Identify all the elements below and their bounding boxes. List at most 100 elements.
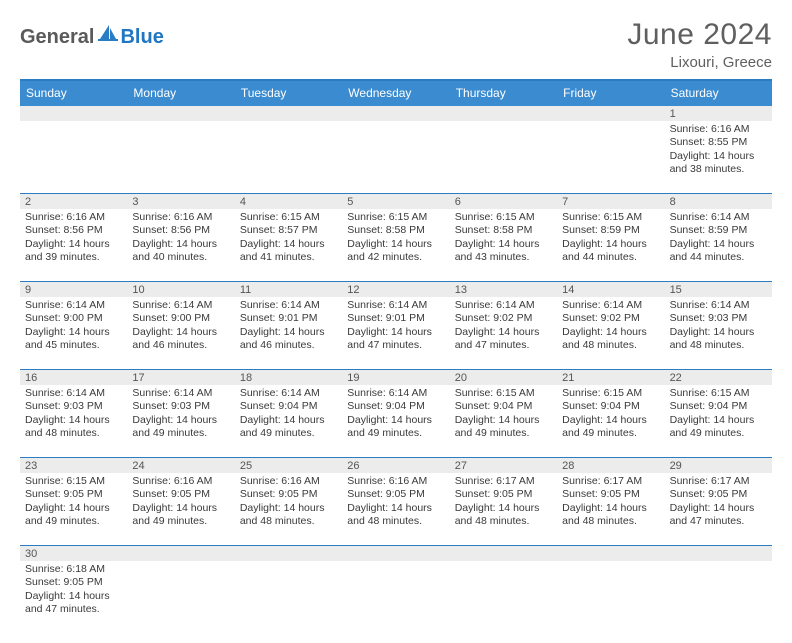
- week-row: Sunrise: 6:14 AMSunset: 9:03 PMDaylight:…: [20, 385, 772, 458]
- day-cell: Sunrise: 6:17 AMSunset: 9:05 PMDaylight:…: [665, 473, 772, 545]
- daylight-text-2: and 48 minutes.: [562, 515, 660, 528]
- day-number: 9: [20, 282, 127, 297]
- day-number-row: 30: [20, 546, 772, 561]
- day-cell: [20, 121, 127, 193]
- daylight-text-1: Daylight: 14 hours: [240, 238, 338, 251]
- day-number: [557, 106, 664, 121]
- sunrise-text: Sunrise: 6:14 AM: [670, 299, 768, 312]
- sunrise-text: Sunrise: 6:15 AM: [455, 211, 553, 224]
- sunrise-text: Sunrise: 6:14 AM: [347, 387, 445, 400]
- daylight-text-1: Daylight: 14 hours: [347, 414, 445, 427]
- daylight-text-2: and 48 minutes.: [347, 515, 445, 528]
- day-cell: Sunrise: 6:15 AMSunset: 9:04 PMDaylight:…: [665, 385, 772, 457]
- daylight-text-1: Daylight: 14 hours: [25, 238, 123, 251]
- day-number: 14: [557, 282, 664, 297]
- daylight-text-1: Daylight: 14 hours: [562, 502, 660, 515]
- sunset-text: Sunset: 8:58 PM: [455, 224, 553, 237]
- day-number: [450, 546, 557, 561]
- day-number: 22: [665, 370, 772, 385]
- day-number: 7: [557, 194, 664, 209]
- sunrise-text: Sunrise: 6:14 AM: [670, 211, 768, 224]
- day-number: 21: [557, 370, 664, 385]
- daylight-text-1: Daylight: 14 hours: [670, 502, 768, 515]
- daylight-text-1: Daylight: 14 hours: [240, 502, 338, 515]
- sunrise-text: Sunrise: 6:14 AM: [240, 299, 338, 312]
- daylight-text-1: Daylight: 14 hours: [132, 414, 230, 427]
- day-cell: Sunrise: 6:14 AMSunset: 8:59 PMDaylight:…: [665, 209, 772, 281]
- day-cell: Sunrise: 6:14 AMSunset: 9:04 PMDaylight:…: [235, 385, 342, 457]
- daylight-text-2: and 49 minutes.: [240, 427, 338, 440]
- sunset-text: Sunset: 9:04 PM: [240, 400, 338, 413]
- sunrise-text: Sunrise: 6:17 AM: [455, 475, 553, 488]
- day-number: 2: [20, 194, 127, 209]
- day-number: 10: [127, 282, 234, 297]
- daylight-text-1: Daylight: 14 hours: [562, 238, 660, 251]
- title-location: Lixouri, Greece: [627, 54, 772, 71]
- day-number: [127, 106, 234, 121]
- day-cell: Sunrise: 6:16 AMSunset: 9:05 PMDaylight:…: [127, 473, 234, 545]
- sunrise-text: Sunrise: 6:14 AM: [132, 299, 230, 312]
- daylight-text-2: and 48 minutes.: [25, 427, 123, 440]
- daylight-text-1: Daylight: 14 hours: [347, 502, 445, 515]
- daylight-text-2: and 44 minutes.: [670, 251, 768, 264]
- daylight-text-1: Daylight: 14 hours: [25, 502, 123, 515]
- daylight-text-1: Daylight: 14 hours: [455, 238, 553, 251]
- day-cell: Sunrise: 6:15 AMSunset: 8:58 PMDaylight:…: [342, 209, 449, 281]
- day-number: 1: [665, 106, 772, 121]
- daylight-text-1: Daylight: 14 hours: [670, 150, 768, 163]
- sunset-text: Sunset: 8:57 PM: [240, 224, 338, 237]
- sunset-text: Sunset: 9:05 PM: [240, 488, 338, 501]
- sunrise-text: Sunrise: 6:15 AM: [562, 211, 660, 224]
- sunset-text: Sunset: 9:02 PM: [562, 312, 660, 325]
- daylight-text-2: and 47 minutes.: [347, 339, 445, 352]
- day-cell: Sunrise: 6:14 AMSunset: 9:03 PMDaylight:…: [20, 385, 127, 457]
- day-number: 5: [342, 194, 449, 209]
- daylight-text-1: Daylight: 14 hours: [670, 326, 768, 339]
- daylight-text-1: Daylight: 14 hours: [347, 326, 445, 339]
- daylight-text-2: and 39 minutes.: [25, 251, 123, 264]
- sunset-text: Sunset: 9:01 PM: [240, 312, 338, 325]
- sunset-text: Sunset: 8:56 PM: [25, 224, 123, 237]
- sunrise-text: Sunrise: 6:14 AM: [347, 299, 445, 312]
- day-number: [235, 546, 342, 561]
- day-number: 19: [342, 370, 449, 385]
- sunset-text: Sunset: 8:59 PM: [670, 224, 768, 237]
- day-cell: Sunrise: 6:14 AMSunset: 9:03 PMDaylight:…: [665, 297, 772, 369]
- daylight-text-2: and 45 minutes.: [25, 339, 123, 352]
- sunrise-text: Sunrise: 6:16 AM: [25, 211, 123, 224]
- sunrise-text: Sunrise: 6:16 AM: [347, 475, 445, 488]
- day-cell: Sunrise: 6:14 AMSunset: 9:01 PMDaylight:…: [235, 297, 342, 369]
- day-number: [20, 106, 127, 121]
- daylight-text-2: and 48 minutes.: [562, 339, 660, 352]
- calendar-page: General Blue June 2024 Lixouri, Greece S…: [0, 0, 792, 643]
- daylight-text-2: and 49 minutes.: [347, 427, 445, 440]
- day-cell: [342, 121, 449, 193]
- sunset-text: Sunset: 9:04 PM: [347, 400, 445, 413]
- day-number: 6: [450, 194, 557, 209]
- day-cell: Sunrise: 6:15 AMSunset: 9:04 PMDaylight:…: [557, 385, 664, 457]
- sunrise-text: Sunrise: 6:17 AM: [562, 475, 660, 488]
- day-cell: Sunrise: 6:17 AMSunset: 9:05 PMDaylight:…: [557, 473, 664, 545]
- daylight-text-1: Daylight: 14 hours: [670, 414, 768, 427]
- day-number: 16: [20, 370, 127, 385]
- day-number: [342, 106, 449, 121]
- day-cell: Sunrise: 6:15 AMSunset: 8:58 PMDaylight:…: [450, 209, 557, 281]
- week-row: Sunrise: 6:15 AMSunset: 9:05 PMDaylight:…: [20, 473, 772, 546]
- sunset-text: Sunset: 9:05 PM: [132, 488, 230, 501]
- daylight-text-2: and 47 minutes.: [670, 515, 768, 528]
- daylight-text-2: and 46 minutes.: [240, 339, 338, 352]
- sunrise-text: Sunrise: 6:15 AM: [25, 475, 123, 488]
- sunrise-text: Sunrise: 6:15 AM: [670, 387, 768, 400]
- sunrise-text: Sunrise: 6:14 AM: [25, 299, 123, 312]
- day-number: [342, 546, 449, 561]
- day-number: 11: [235, 282, 342, 297]
- day-cell: [557, 121, 664, 193]
- daylight-text-2: and 47 minutes.: [455, 339, 553, 352]
- dayname: Monday: [127, 81, 234, 106]
- sunset-text: Sunset: 9:00 PM: [132, 312, 230, 325]
- daylight-text-1: Daylight: 14 hours: [132, 326, 230, 339]
- daylight-text-2: and 49 minutes.: [670, 427, 768, 440]
- daylight-text-2: and 42 minutes.: [347, 251, 445, 264]
- day-number: 20: [450, 370, 557, 385]
- header: General Blue June 2024 Lixouri, Greece: [20, 18, 772, 71]
